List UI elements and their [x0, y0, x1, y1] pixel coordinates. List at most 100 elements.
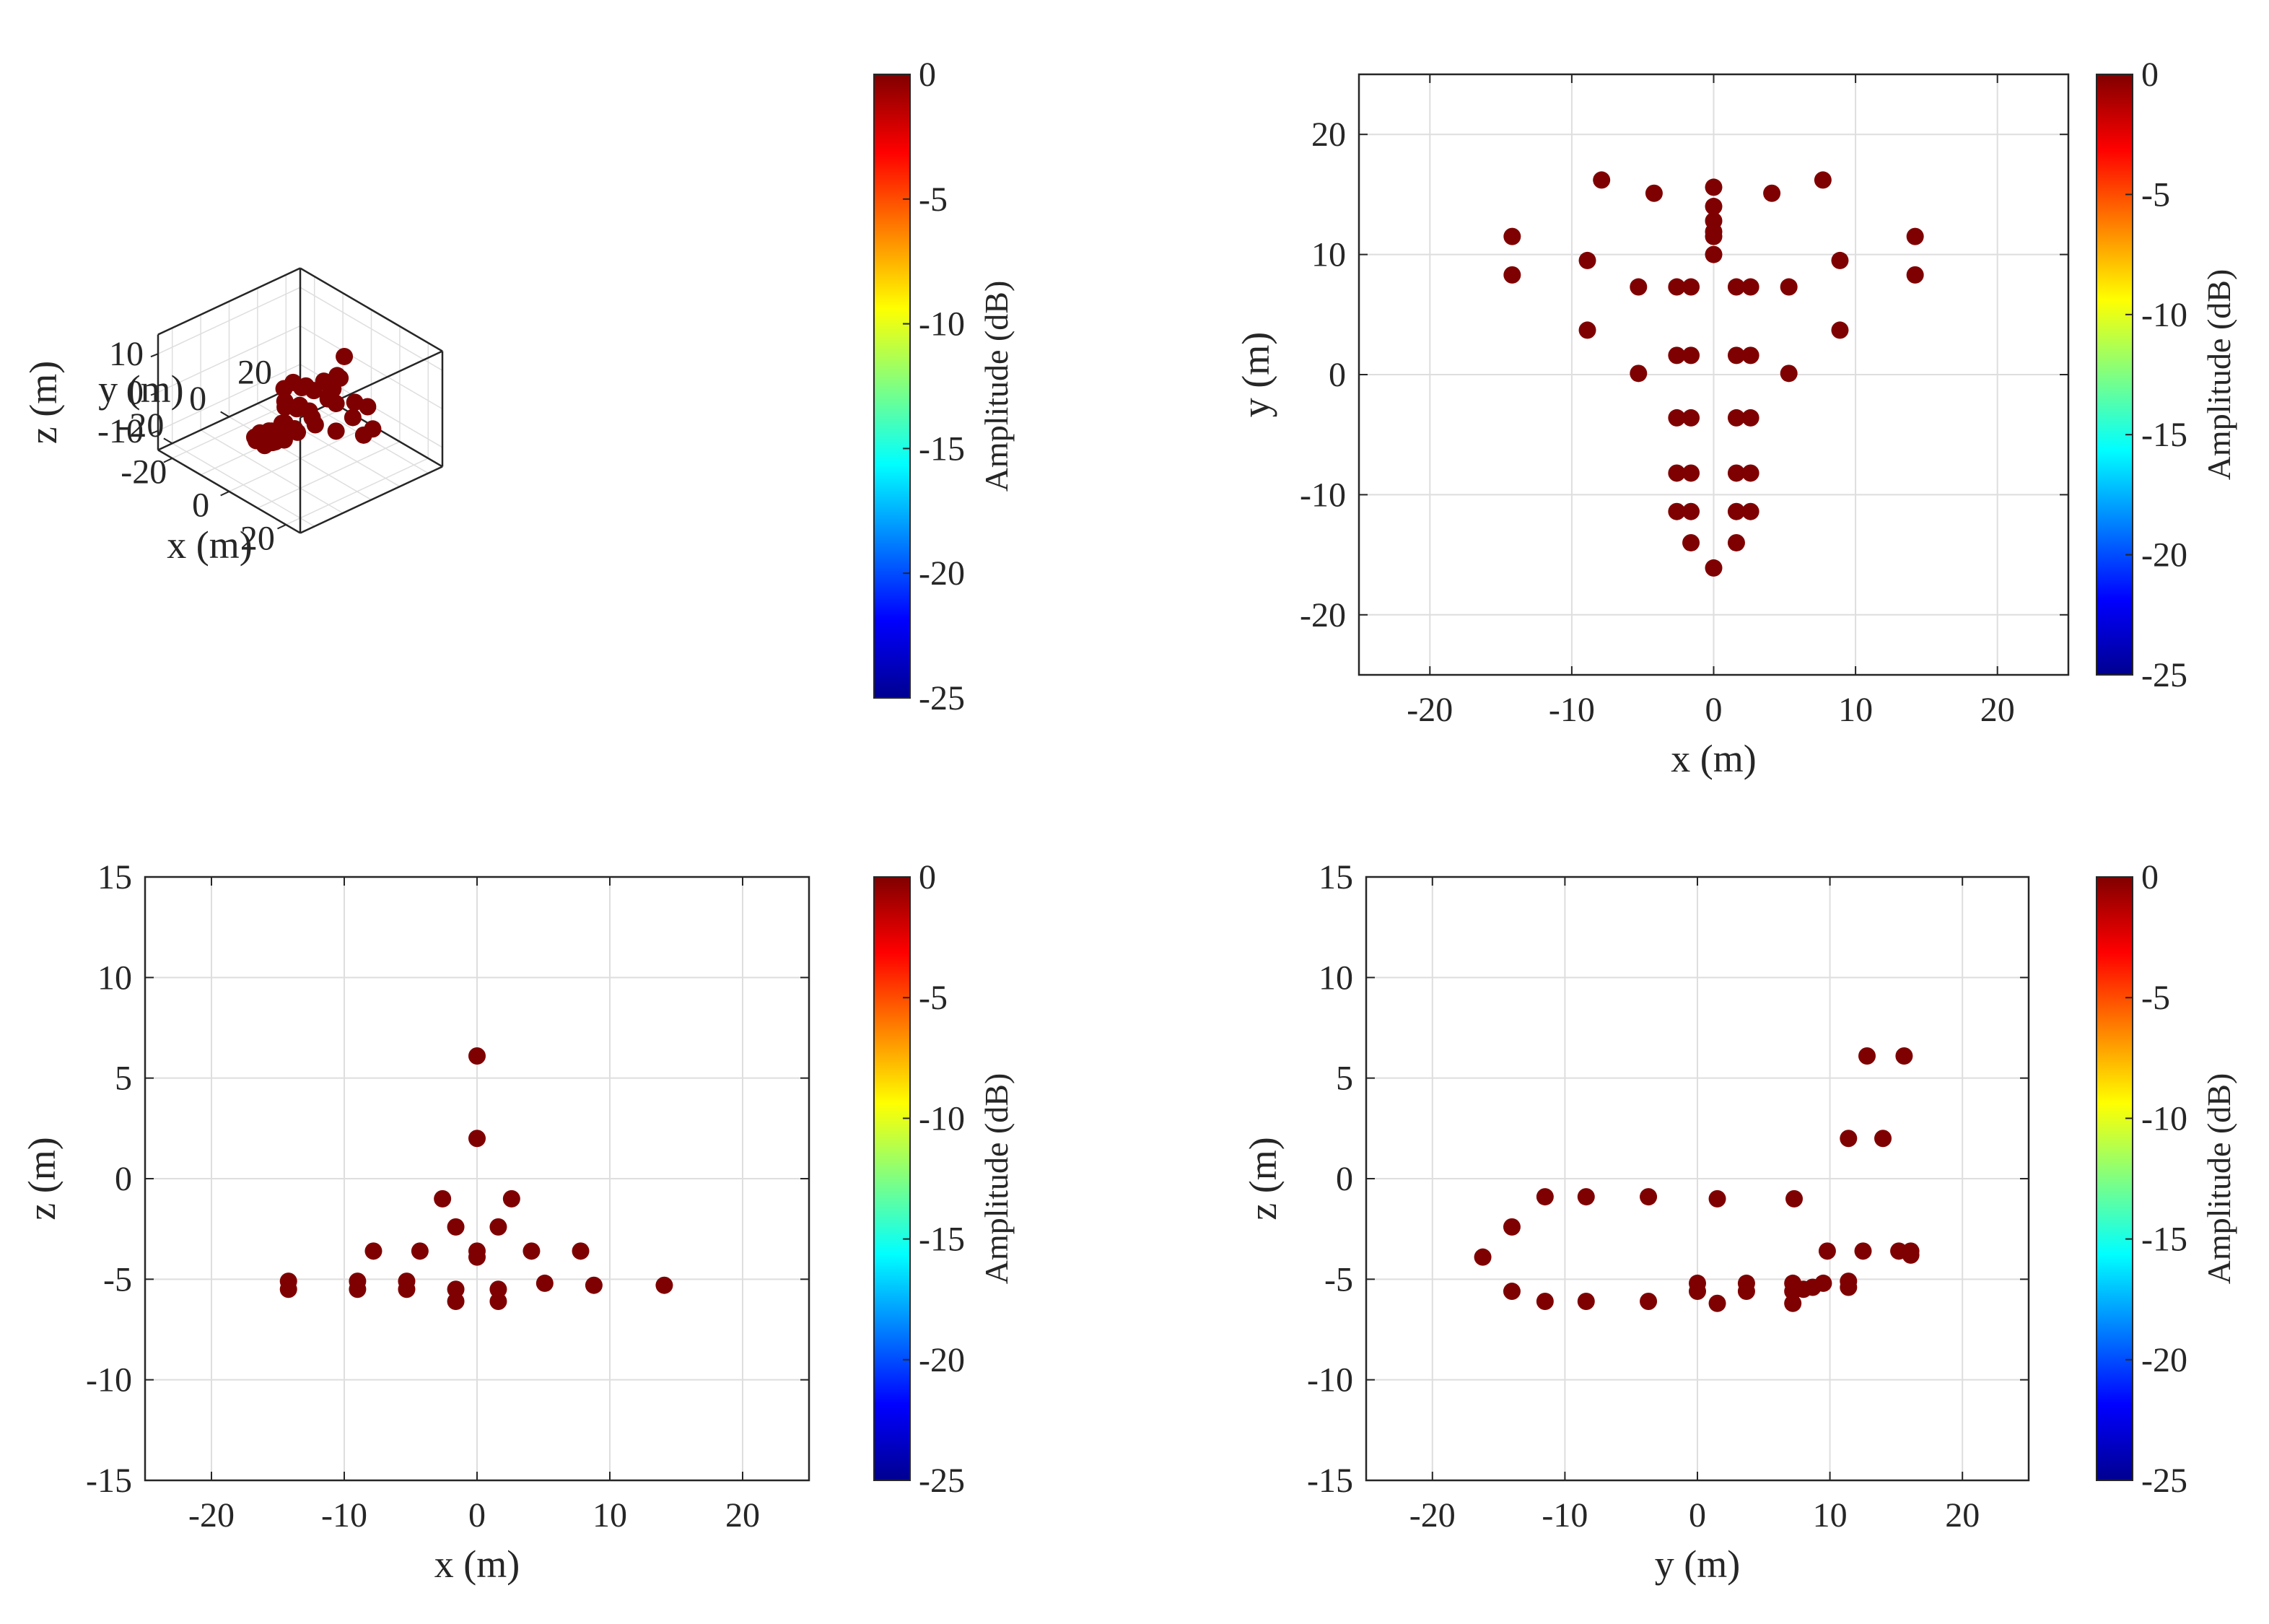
- grid-line-wall-back: [300, 287, 443, 371]
- x-tick-label: 0: [468, 1496, 486, 1534]
- data-point: [572, 1242, 590, 1260]
- x-tick-label: -20: [1409, 1496, 1456, 1534]
- data-point: [398, 1280, 416, 1298]
- grid-line-wall-left: [157, 287, 301, 354]
- colorbar: [2096, 876, 2133, 1481]
- x-tick-label: 20: [725, 1496, 760, 1534]
- x-axis-label: x (m): [1671, 737, 1756, 780]
- data-point: [1840, 1130, 1858, 1148]
- x-tick-label: 0: [1705, 691, 1723, 729]
- x-tick: [277, 524, 287, 530]
- colorbar-tick-label: -25: [919, 679, 965, 717]
- y-tick-label: 15: [97, 858, 132, 896]
- data-point: [1831, 321, 1849, 339]
- data-point: [1727, 502, 1745, 520]
- data-point: [1668, 502, 1686, 520]
- colorbar-tick-label: -15: [919, 1221, 965, 1259]
- data-point: [1682, 464, 1700, 482]
- colorbar: [873, 876, 911, 1481]
- data-point: [1814, 1274, 1832, 1292]
- data-point: [1784, 1294, 1802, 1312]
- box-edge: [300, 466, 443, 534]
- x-tick-label: -10: [1542, 1496, 1588, 1534]
- data-point: [1705, 178, 1723, 196]
- colorbar: [873, 74, 911, 699]
- y-axis-label: y (m): [1234, 332, 1277, 417]
- data-point: [1474, 1248, 1492, 1266]
- data-point: [1682, 409, 1700, 427]
- y-tick: [163, 437, 173, 445]
- data-point: [1682, 346, 1700, 364]
- grid-line-wall-left: [157, 364, 301, 432]
- y-tick-label: 0: [1329, 356, 1346, 394]
- colorbar-tick-label: 0: [2141, 56, 2159, 94]
- data-point: [1858, 1047, 1876, 1065]
- data-point: [327, 422, 345, 440]
- panel-xy-projection: -20 -10 0 10 20 -20 -10 0 10 20 x (m) y (m) 0 -5 -10 -1…: [1234, 56, 2237, 780]
- colorbar-tick-label: -15: [2141, 416, 2187, 454]
- x-tick-label: -10: [1549, 691, 1595, 729]
- data-point: [1640, 1188, 1658, 1206]
- z-tick-label: -10: [97, 412, 144, 450]
- data-point: [1737, 1283, 1755, 1301]
- data-point: [1682, 533, 1700, 551]
- data-point: [1668, 464, 1686, 482]
- colorbar-tick-label: -5: [2141, 175, 2170, 214]
- y-tick-label: 10: [1319, 959, 1353, 997]
- data-point: [1668, 278, 1686, 296]
- y-axis-label: y (m): [98, 367, 183, 411]
- colorbar-tick-label: -20: [2141, 1341, 2187, 1379]
- colorbar-tick-label: 0: [919, 56, 936, 94]
- colorbar-tick-label: -25: [919, 1462, 965, 1500]
- data-point: [468, 1130, 486, 1148]
- data-point: [327, 395, 345, 413]
- colorbar-tick-label: -25: [2141, 656, 2187, 694]
- data-point: [275, 380, 293, 398]
- data-point: [1682, 278, 1700, 296]
- data-point: [305, 382, 323, 400]
- x-tick-label: -10: [321, 1496, 367, 1534]
- y-tick-label: 5: [1336, 1060, 1353, 1098]
- data-point: [1780, 364, 1798, 383]
- data-point: [1708, 1294, 1726, 1312]
- data-point: [1874, 1130, 1892, 1148]
- panel-xz-projection: -20 -10 0 10 20 -15 -10 -5 0 5 10 15 x (m) z (m) 0 -5 -1…: [20, 858, 1015, 1586]
- y-axis-label: z (m): [20, 1137, 64, 1220]
- grid: [1359, 74, 2068, 675]
- box-edge: [300, 267, 443, 352]
- data-point: [1668, 346, 1686, 364]
- data-point: [489, 1292, 507, 1310]
- data-point: [1503, 227, 1521, 245]
- colorbar-label: Amplitude (dB): [978, 281, 1015, 492]
- colorbar-tick-label: -10: [2141, 1099, 2187, 1138]
- data-point: [655, 1276, 673, 1294]
- data-point: [1503, 1218, 1521, 1236]
- data-point: [1640, 1292, 1658, 1310]
- colorbar-tick-label: -25: [2141, 1462, 2187, 1500]
- data-point: [1785, 1189, 1804, 1208]
- data-point: [1705, 222, 1723, 240]
- data-point: [1630, 364, 1648, 383]
- x-tick-label: 10: [1838, 691, 1873, 729]
- data-point: [349, 1280, 367, 1298]
- data-point: [364, 1242, 382, 1260]
- data-point: [344, 409, 362, 427]
- y-tick-label: -15: [86, 1462, 132, 1500]
- x-tick-label: 20: [240, 519, 275, 557]
- colorbar-label: Amplitude (dB): [2200, 269, 2237, 481]
- colorbar-tick-label: -5: [2141, 979, 2170, 1017]
- y-tick-label: -20: [118, 406, 164, 445]
- data-point: [1727, 409, 1745, 427]
- data-point: [1814, 171, 1832, 189]
- x-tick-label: 0: [1689, 1496, 1706, 1534]
- z-tick: [150, 353, 159, 358]
- data-point: [1906, 227, 1924, 245]
- data-point: [1503, 1283, 1521, 1301]
- x-tick: [220, 491, 229, 497]
- colorbar-tick-label: -5: [919, 979, 948, 1017]
- z-axis-label: z (m): [22, 361, 65, 444]
- data-point: [359, 398, 377, 416]
- data-point: [1593, 171, 1611, 189]
- data-point: [585, 1276, 603, 1294]
